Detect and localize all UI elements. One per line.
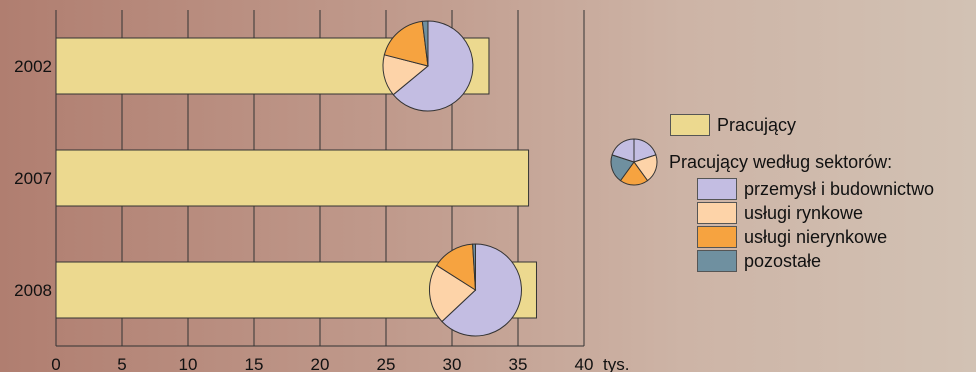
pies: [382, 20, 522, 337]
legend-swatch: [697, 178, 737, 200]
legend-bar-swatch: [670, 114, 710, 136]
legend-label: przemysł i budownictwo: [744, 178, 935, 199]
x-tick-label: 35: [509, 355, 528, 372]
legend-swatch: [697, 250, 737, 272]
x-tick-label: 5: [117, 355, 126, 372]
category-label: 2007: [14, 169, 52, 188]
pie-slice: [611, 138, 635, 163]
x-tick-label: 20: [311, 355, 330, 372]
legend-bar-label: Pracujący: [717, 114, 797, 135]
x-tick-label: 15: [245, 355, 264, 372]
legend-pie-entry: Pracujący według sektorów:: [607, 136, 892, 188]
legend-label: pozostałe: [744, 250, 822, 271]
x-tick-label: 40: [575, 355, 594, 372]
pie-slice: [429, 264, 477, 323]
legend-item: pozostałe: [697, 250, 821, 272]
x-tick-label: 30: [443, 355, 462, 372]
legend-swatch: [697, 226, 737, 248]
legend-item: usługi nierynkowe: [697, 226, 887, 248]
x-axis-ticks: 0 5 10 15 20 25 30 35 40: [51, 355, 593, 372]
legend-swatch: [697, 202, 737, 224]
legend-bar-entry: Pracujący: [670, 114, 796, 136]
x-axis-unit: tys.: [603, 355, 629, 372]
legend-label: usługi rynkowe: [744, 202, 864, 223]
pie-slice: [441, 243, 522, 337]
pie-slice: [472, 243, 476, 291]
pie-slice: [421, 20, 429, 67]
category-label: 2008: [14, 281, 52, 300]
legend-label: usługi nierynkowe: [744, 226, 888, 247]
pie-slice: [392, 20, 474, 112]
category-label: 2002: [14, 57, 52, 76]
legend-pie-label: Pracujący według sektorów:: [669, 151, 893, 172]
legend-pie-shape: [610, 138, 658, 186]
pie-2008: [429, 243, 522, 337]
legend-pie-icon: [610, 138, 658, 186]
legend-item: przemysł i budownictwo: [697, 178, 934, 200]
pie-slice: [383, 20, 429, 67]
legend-item: usługi rynkowe: [697, 202, 863, 224]
pie-2002: [382, 20, 474, 112]
x-tick-label: 25: [377, 355, 396, 372]
x-tick-label: 0: [51, 355, 60, 372]
x-tick-label: 10: [179, 355, 198, 372]
bar-2007: [55, 149, 530, 207]
